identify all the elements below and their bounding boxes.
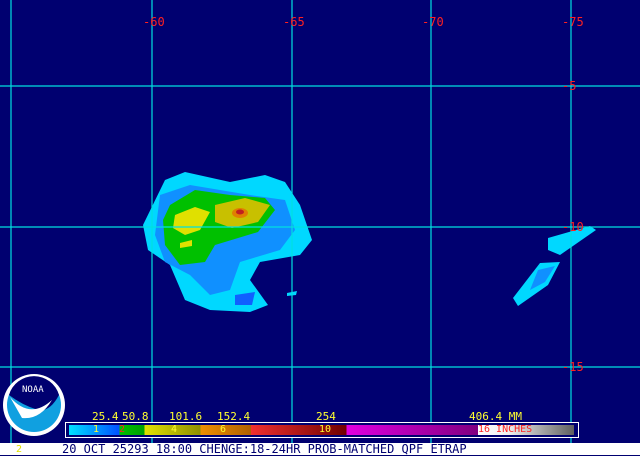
legend-inch-label: 2 [119,424,126,435]
legend-mm-label: 50.8 [122,410,149,423]
legend-mm-label: 25.4 [92,410,119,423]
legend-mm-label: 254 [316,410,336,423]
lon-label: -60 [143,15,165,29]
lat-label: -5 [562,79,577,93]
precip-area-main [143,172,312,312]
legend-mm-label: 101.6 [169,410,203,423]
map-caption: 20 OCT 25293 18:00 CHENGE:18-24HR PROB-M… [62,442,467,456]
lon-label: -65 [283,15,305,29]
lon-label: -70 [422,15,444,29]
legend-mm-label: 406.4 MM [469,410,522,423]
legend-inch-label: 4 [171,424,178,435]
legend-mm-label: 152.4 [217,410,251,423]
lat-label: -15 [562,360,584,374]
footer-bar: 2 20 OCT 25293 18:00 CHENGE:18-24HR PROB… [0,443,640,455]
noaa-logo [3,374,65,436]
legend-inch-label: 10 [319,424,332,435]
color-scale-fill: 1 2 4 6 10 16 INCHES [69,425,574,435]
color-scale-bar: 1 2 4 6 10 16 INCHES [65,422,579,438]
lat-label: -10 [562,220,584,234]
noaa-logo-text: NOAA [22,385,44,395]
legend-inch-label: 1 [93,424,100,435]
legend-inch-label: 6 [220,424,227,435]
lon-label: -75 [562,15,584,29]
legend-inch-label: 16 INCHES [478,424,533,435]
footer-tag: 2 [16,444,23,455]
grid-lines [0,0,640,443]
precip-area-east [513,226,596,306]
